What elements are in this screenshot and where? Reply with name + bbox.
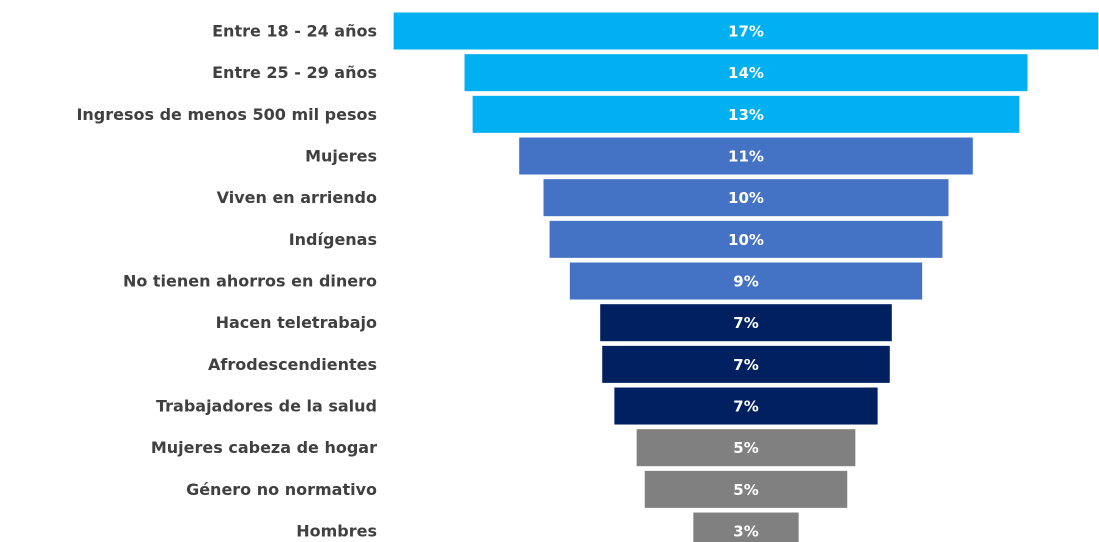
- category-label: Entre 18 - 24 años: [212, 22, 377, 41]
- value-label: 11%: [728, 148, 764, 166]
- category-label: Hacen teletrabajo: [216, 313, 377, 332]
- funnel-bar: [464, 54, 1028, 92]
- funnel-bar: [472, 95, 1020, 133]
- value-label: 9%: [733, 273, 758, 291]
- funnel-bar: [393, 12, 1099, 50]
- funnel-bar: [543, 179, 949, 217]
- category-label: Mujeres: [305, 147, 377, 166]
- value-label: 10%: [728, 231, 764, 249]
- funnel-bar: [644, 470, 848, 508]
- funnel-bar: [549, 220, 943, 258]
- category-label: Género no normativo: [186, 480, 377, 499]
- funnel-bar: [519, 137, 973, 175]
- category-label: Indígenas: [289, 230, 377, 249]
- funnel-bar: [636, 429, 856, 467]
- category-label: Hombres: [296, 522, 377, 541]
- funnel-bar: [614, 387, 878, 425]
- value-label: 5%: [733, 439, 758, 457]
- category-label: Ingresos de menos 500 mil pesos: [76, 105, 377, 124]
- funnel-bar: [600, 304, 892, 342]
- value-label: 14%: [728, 64, 764, 82]
- value-label: 10%: [728, 189, 764, 207]
- value-label: 13%: [728, 106, 764, 124]
- value-label: 7%: [733, 314, 758, 332]
- funnel-bar: [693, 512, 799, 542]
- funnel-bar: [602, 345, 890, 383]
- category-label: Trabajadores de la salud: [156, 397, 377, 416]
- value-label: 7%: [733, 398, 758, 416]
- category-label: No tienen ahorros en dinero: [123, 272, 377, 291]
- value-label: 3%: [733, 523, 758, 541]
- category-label: Afrodescendientes: [208, 355, 377, 374]
- value-label: 17%: [728, 23, 764, 41]
- funnel-bar: [569, 262, 923, 300]
- category-label: Entre 25 - 29 años: [212, 63, 377, 82]
- category-label: Mujeres cabeza de hogar: [151, 438, 377, 457]
- value-label: 7%: [733, 356, 758, 374]
- category-label: Viven en arriendo: [217, 188, 377, 207]
- value-label: 5%: [733, 481, 758, 499]
